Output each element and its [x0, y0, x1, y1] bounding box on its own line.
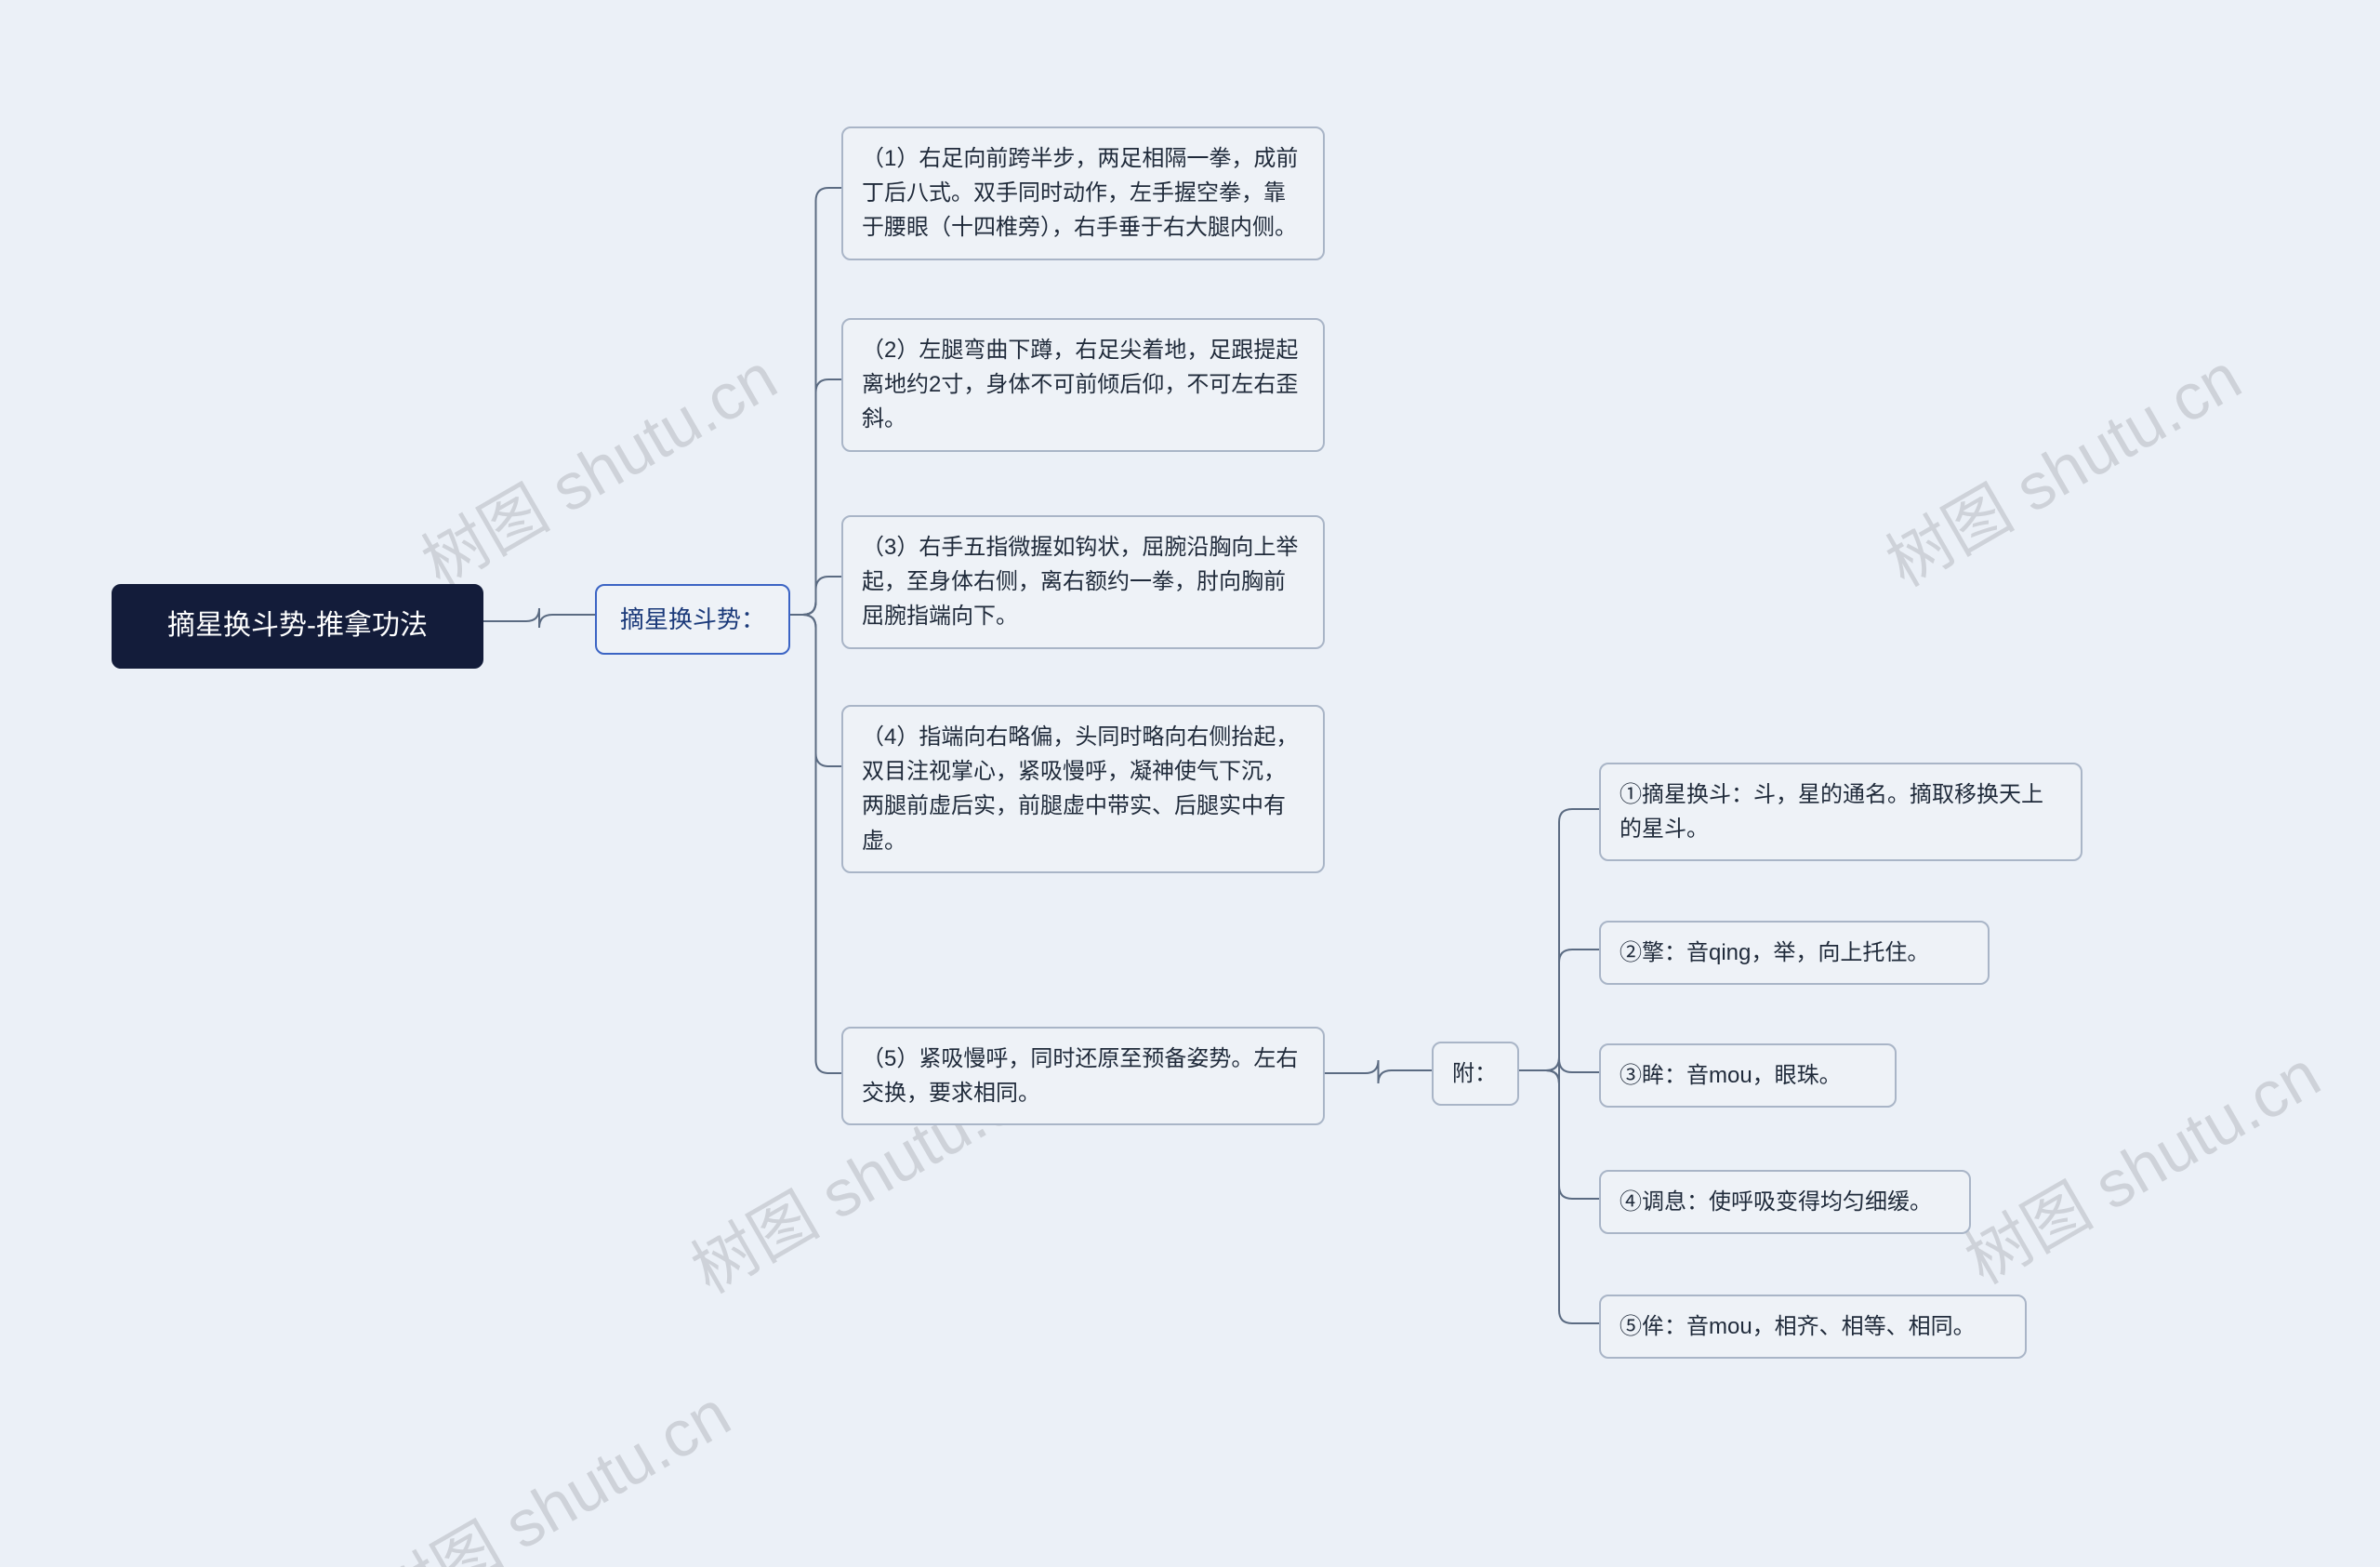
appendix-item-5[interactable]: ⑤侔：音mou，相齐、相等、相同。 [1599, 1295, 2027, 1359]
watermark: 树图 shutu.cn [356, 1363, 745, 1567]
step-node-2-text: （2）左腿弯曲下蹲，右足尖着地，足跟提起离地约2寸，身体不可前倾后仰，不可左右歪… [862, 333, 1304, 437]
step-node-4-text: （4）指端向右略偏，头同时略向右侧抬起，双目注视掌心，紧吸慢呼，凝神使气下沉，两… [862, 720, 1304, 858]
root-node-label: 摘星换斗势-推拿功法 [167, 604, 428, 648]
step-node-2[interactable]: （2）左腿弯曲下蹲，右足尖着地，足跟提起离地约2寸，身体不可前倾后仰，不可左右歪… [841, 318, 1325, 452]
step-node-5[interactable]: （5）紧吸慢呼，同时还原至预备姿势。左右交换，要求相同。 [841, 1027, 1325, 1125]
appendix-item-5-text: ⑤侔：音mou，相齐、相等、相同。 [1620, 1309, 1976, 1344]
step-node-3[interactable]: （3）右手五指微握如钩状，屈腕沿胸向上举起，至身体右侧，离右额约一拳，肘向胸前屈… [841, 515, 1325, 649]
appendix-node[interactable]: 附： [1432, 1042, 1519, 1106]
appendix-node-label: 附： [1452, 1056, 1497, 1091]
step-node-1[interactable]: （1）右足向前跨半步，两足相隔一拳，成前丁后八式。双手同时动作，左手握空拳，靠于… [841, 126, 1325, 260]
watermark: 树图 shutu.cn [1946, 1024, 2334, 1303]
appendix-item-2-text: ②擎：音qing，举，向上托住。 [1620, 936, 1929, 970]
root-node[interactable]: 摘星换斗势-推拿功法 [112, 584, 483, 669]
branch-node-main[interactable]: 摘星换斗势： [595, 584, 790, 655]
appendix-item-1[interactable]: ①摘星换斗：斗，星的通名。摘取移换天上的星斗。 [1599, 763, 2082, 861]
step-node-4[interactable]: （4）指端向右略偏，头同时略向右侧抬起，双目注视掌心，紧吸慢呼，凝神使气下沉，两… [841, 705, 1325, 873]
watermark: 树图 shutu.cn [403, 326, 791, 605]
step-node-1-text: （1）右足向前跨半步，两足相隔一拳，成前丁后八式。双手同时动作，左手握空拳，靠于… [862, 141, 1304, 246]
appendix-item-3[interactable]: ③眸：音mou，眼珠。 [1599, 1043, 1897, 1108]
appendix-item-4-text: ④调息：使呼吸变得均匀细缓。 [1620, 1185, 1932, 1219]
appendix-item-4[interactable]: ④调息：使呼吸变得均匀细缓。 [1599, 1170, 1971, 1234]
mindmap-canvas: 树图 shutu.cn 树图 shutu.cn 树图 shutu.cn 树图 s… [0, 0, 2380, 1567]
appendix-item-2[interactable]: ②擎：音qing，举，向上托住。 [1599, 921, 1990, 985]
appendix-item-1-text: ①摘星换斗：斗，星的通名。摘取移换天上的星斗。 [1620, 777, 2062, 846]
step-node-5-text: （5）紧吸慢呼，同时还原至预备姿势。左右交换，要求相同。 [862, 1042, 1304, 1110]
watermark: 树图 shutu.cn [1867, 326, 2255, 605]
branch-node-label: 摘星换斗势： [620, 601, 765, 638]
appendix-item-3-text: ③眸：音mou，眼珠。 [1620, 1058, 1842, 1093]
step-node-3-text: （3）右手五指微握如钩状，屈腕沿胸向上举起，至身体右侧，离右额约一拳，肘向胸前屈… [862, 530, 1304, 634]
